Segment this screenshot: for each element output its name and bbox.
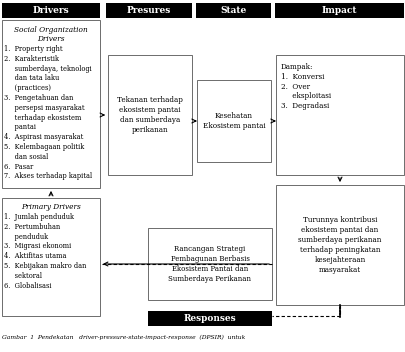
Text: Primary Drivers: Primary Drivers	[21, 203, 81, 211]
Bar	[196, 80, 270, 162]
Bar	[2, 3, 100, 18]
Bar	[196, 3, 270, 18]
Bar	[2, 20, 100, 188]
Bar	[148, 228, 271, 300]
Bar	[108, 55, 192, 175]
Text: State: State	[220, 6, 246, 15]
Text: Gambar  1  Pendekatan   driver-pressure-state-impact-response  (DPSIR)  untuk: Gambar 1 Pendekatan driver-pressure-stat…	[2, 335, 245, 340]
Bar	[275, 185, 403, 305]
Text: Drivers: Drivers	[37, 35, 64, 43]
Text: 1.  Property right
2.  Karakteristik
     sumberdaya, teknologi
     dan tata la: 1. Property right 2. Karakteristik sumbe…	[4, 45, 92, 180]
Text: Rancangan Strategi
Pembagunan Berbasis
Ekosistem Pantai dan
Sumberdaya Perikanan: Rancangan Strategi Pembagunan Berbasis E…	[168, 245, 251, 283]
Bar	[2, 198, 100, 316]
Text: Turunnya kontribusi
ekosistem pantai dan
sumberdaya perikanan
terhadap peningkat: Turunnya kontribusi ekosistem pantai dan…	[298, 216, 381, 274]
Text: Social Organization: Social Organization	[14, 26, 87, 34]
Bar	[275, 55, 403, 175]
Bar	[274, 3, 403, 18]
Text: Presures: Presures	[126, 6, 171, 15]
Text: Kesehatan
Ekosistem pantai: Kesehatan Ekosistem pantai	[202, 112, 264, 130]
Text: Tekanan terhadap
ekosistem pantai
dan sumberdaya
perikanan: Tekanan terhadap ekosistem pantai dan su…	[117, 96, 183, 134]
Bar	[148, 311, 271, 326]
Bar	[106, 3, 192, 18]
Text: Responses: Responses	[183, 314, 236, 323]
Text: Dampak:
1.  Konversi
2.  Over
     eksploitasi
3.  Degradasi: Dampak: 1. Konversi 2. Over eksploitasi …	[280, 63, 330, 110]
Text: Impact: Impact	[321, 6, 356, 15]
Text: Drivers: Drivers	[33, 6, 69, 15]
Text: 1.  Jumlah penduduk
2.  Pertumbuhan
     penduduk
3.  Migrasi ekonomi
4.  Aktifi: 1. Jumlah penduduk 2. Pertumbuhan pendud…	[4, 213, 86, 290]
